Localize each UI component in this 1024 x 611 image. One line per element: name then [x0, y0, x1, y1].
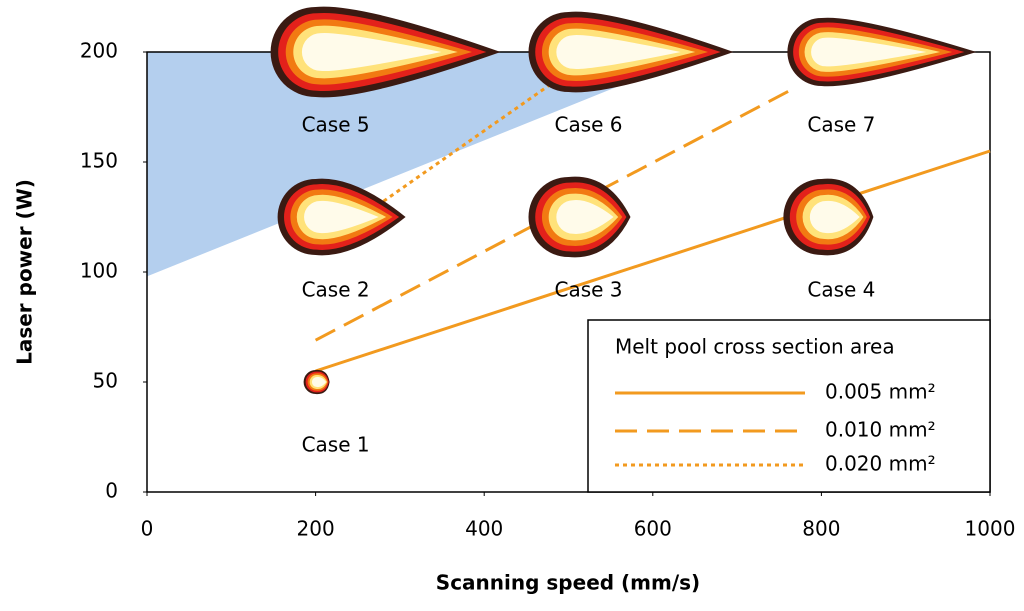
x-axis-title: Scanning speed (mm/s)	[436, 571, 700, 595]
point-label: Case 3	[554, 278, 622, 302]
x-tick-label: 200	[297, 517, 335, 541]
point-label: Case 5	[302, 113, 370, 137]
y-axis-title: Laser power (W)	[13, 179, 37, 365]
x-tick-label: 800	[802, 517, 840, 541]
melt-pool-layer	[304, 200, 379, 234]
melt-pool-layer	[556, 35, 681, 69]
y-tick-label: 100	[80, 259, 118, 283]
y-tick-label: 0	[105, 479, 118, 503]
y-tick-label: 150	[80, 149, 118, 173]
y-tick-label: 50	[93, 369, 118, 393]
melt-pool-layer	[301, 32, 442, 72]
points-layer: Case 1 Case 2 Case 3 Case 4 Case 5 Case 6 Case…	[270, 6, 977, 457]
point-label: Case 6	[554, 113, 622, 137]
x-tick-label: 0	[141, 517, 154, 541]
x-tick-label: 1000	[965, 517, 1016, 541]
melt-pool-layer	[311, 376, 327, 388]
melt-pool	[783, 178, 874, 256]
series-line	[369, 79, 557, 212]
melt-pool-layer	[809, 200, 860, 234]
legend-title: Melt pool cross section area	[615, 335, 895, 359]
melt-pool	[303, 369, 330, 395]
melt-pool	[270, 6, 501, 98]
melt-pool	[787, 17, 977, 87]
point-label: Case 1	[302, 433, 370, 457]
melt-pool-layer	[556, 200, 614, 234]
legend-label: 0.020 mm²	[825, 452, 936, 476]
series-line	[315, 149, 991, 373]
legend-label: 0.005 mm²	[825, 380, 936, 404]
y-tick-label: 200	[80, 39, 118, 63]
melt-pool	[528, 176, 631, 258]
point-label: Case 2	[302, 278, 370, 302]
legend-label: 0.010 mm²	[825, 418, 936, 442]
melt-pool-layer	[811, 37, 927, 67]
x-tick-label: 600	[634, 517, 672, 541]
melt-pool	[277, 178, 406, 256]
melt-pool	[528, 11, 734, 93]
legend-box	[587, 319, 991, 493]
point-label: Case 7	[807, 113, 875, 137]
point-label: Case 4	[807, 278, 875, 302]
x-tick-label: 400	[465, 517, 503, 541]
